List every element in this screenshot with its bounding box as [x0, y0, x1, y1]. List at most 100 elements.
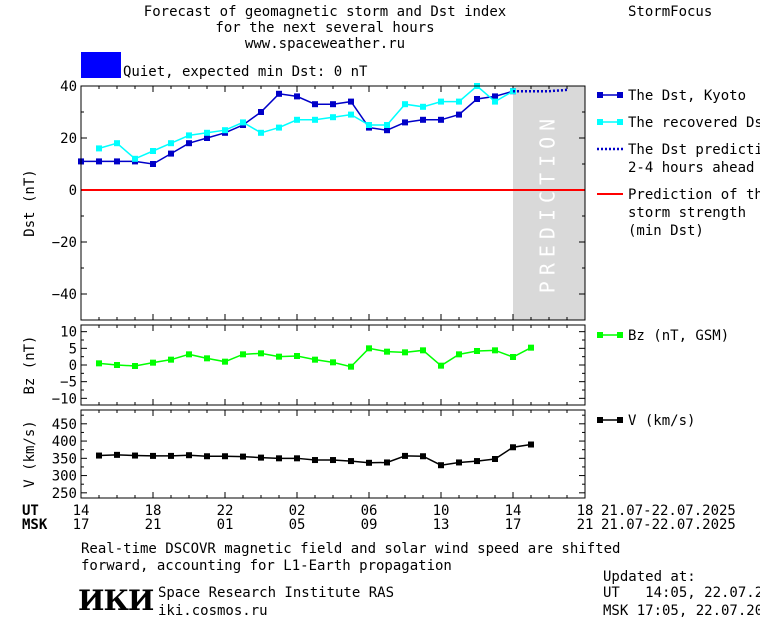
institute-website[interactable]: iki.cosmos.ru	[158, 603, 268, 619]
legend-marker	[597, 119, 603, 125]
legend-label: The recovered Dst	[628, 115, 760, 131]
y-tick-label: 40	[60, 79, 77, 95]
msk-tick-label: 13	[433, 517, 450, 533]
legend-item: The Dst prediction 2-4 hours ahead	[597, 142, 760, 176]
legend-label: 2-4 hours ahead	[628, 160, 754, 176]
data-point	[114, 140, 120, 147]
data-point	[474, 348, 480, 354]
data-point	[420, 453, 426, 460]
series-v-0	[96, 441, 534, 469]
y-tick-label: −5	[60, 375, 77, 391]
data-point	[366, 345, 372, 352]
data-point	[438, 362, 444, 369]
data-point	[312, 457, 318, 464]
data-point	[204, 453, 210, 460]
data-point	[492, 456, 498, 463]
ut-tick-label: 06	[361, 503, 378, 519]
data-point	[384, 348, 390, 355]
y-tick-label: 0	[69, 183, 77, 199]
data-point	[240, 119, 246, 126]
y-tick-label: −40	[52, 287, 77, 303]
data-point	[204, 355, 210, 362]
data-point	[348, 111, 354, 118]
data-point	[456, 459, 462, 466]
data-point	[294, 93, 300, 100]
data-point	[258, 109, 264, 115]
data-point	[312, 116, 318, 123]
data-point	[276, 90, 282, 97]
legend-marker	[617, 332, 623, 338]
chart-title-url[interactable]: www.spaceweather.ru	[244, 36, 406, 52]
data-point	[330, 359, 336, 366]
data-point	[276, 353, 282, 360]
legend-item: The recovered Dst	[597, 115, 760, 131]
legend-marker	[597, 332, 603, 338]
prediction-label: PREDICTION	[536, 113, 560, 293]
y-tick-label: 400	[52, 434, 77, 450]
data-point	[456, 111, 462, 118]
legend-label: Prediction of the	[628, 187, 760, 203]
ut-tick-label: 18	[577, 503, 594, 519]
legend-marker	[597, 92, 603, 98]
data-point	[402, 349, 408, 356]
data-point	[258, 350, 264, 357]
msk-axis-label: MSK	[22, 517, 48, 533]
status-color-badge	[81, 52, 121, 78]
data-point	[150, 161, 156, 167]
data-point	[96, 158, 102, 165]
footer-note-line-1: Real-time DSCOVR magnetic field and sola…	[81, 541, 621, 557]
panel-frame	[80, 324, 586, 406]
ut-axis-label: UT	[22, 503, 39, 519]
msk-tick-label: 01	[217, 517, 234, 533]
data-point	[258, 454, 264, 461]
data-point	[438, 98, 444, 105]
data-point	[294, 116, 300, 123]
data-point	[204, 135, 210, 141]
data-point	[384, 122, 390, 128]
data-point	[240, 453, 246, 460]
msk-tick-label: 17	[505, 517, 522, 533]
ut-tick-label: 18	[145, 503, 162, 519]
data-point	[186, 452, 192, 459]
data-point	[384, 459, 390, 466]
y-tick-label: −10	[52, 391, 77, 407]
footer-note-line-2: forward, accounting for L1-Earth propaga…	[81, 558, 452, 574]
data-point	[384, 127, 390, 134]
legend-label: storm strength	[628, 205, 746, 221]
chart-title-line-1: Forecast of geomagnetic storm and Dst in…	[143, 4, 507, 20]
msk-tick-label: 09	[361, 517, 378, 533]
legend-label: (min Dst)	[628, 223, 704, 239]
data-point	[510, 444, 516, 451]
data-point	[402, 119, 408, 126]
institute-name: Space Research Institute RAS	[158, 585, 395, 601]
data-point	[528, 441, 534, 448]
ut-tick-label: 02	[289, 503, 306, 519]
data-point	[492, 93, 498, 100]
data-point	[474, 458, 480, 465]
updated-msk: MSK 17:05, 22.07.2025	[603, 603, 760, 619]
panel-frame	[80, 85, 586, 321]
data-point	[150, 359, 156, 366]
data-point	[528, 344, 534, 351]
legend-label: V (km/s)	[628, 413, 695, 429]
data-point	[366, 122, 372, 128]
data-point	[168, 452, 174, 459]
data-point	[420, 103, 426, 110]
series-bz-0	[96, 344, 534, 370]
data-point	[222, 358, 228, 365]
ut-tick-label: 14	[73, 503, 90, 519]
data-point	[492, 347, 498, 354]
data-point	[276, 124, 282, 131]
data-point	[132, 155, 138, 162]
y-tick-label: 300	[52, 469, 77, 485]
data-point	[456, 351, 462, 358]
data-point	[186, 132, 192, 139]
updated-label: Updated at:	[603, 569, 696, 585]
data-point	[96, 452, 102, 459]
y-tick-label: 450	[52, 417, 77, 433]
ut-tick-label: 14	[505, 503, 522, 519]
data-point	[168, 356, 174, 363]
y-axis-label: Dst (nT)	[22, 169, 38, 236]
